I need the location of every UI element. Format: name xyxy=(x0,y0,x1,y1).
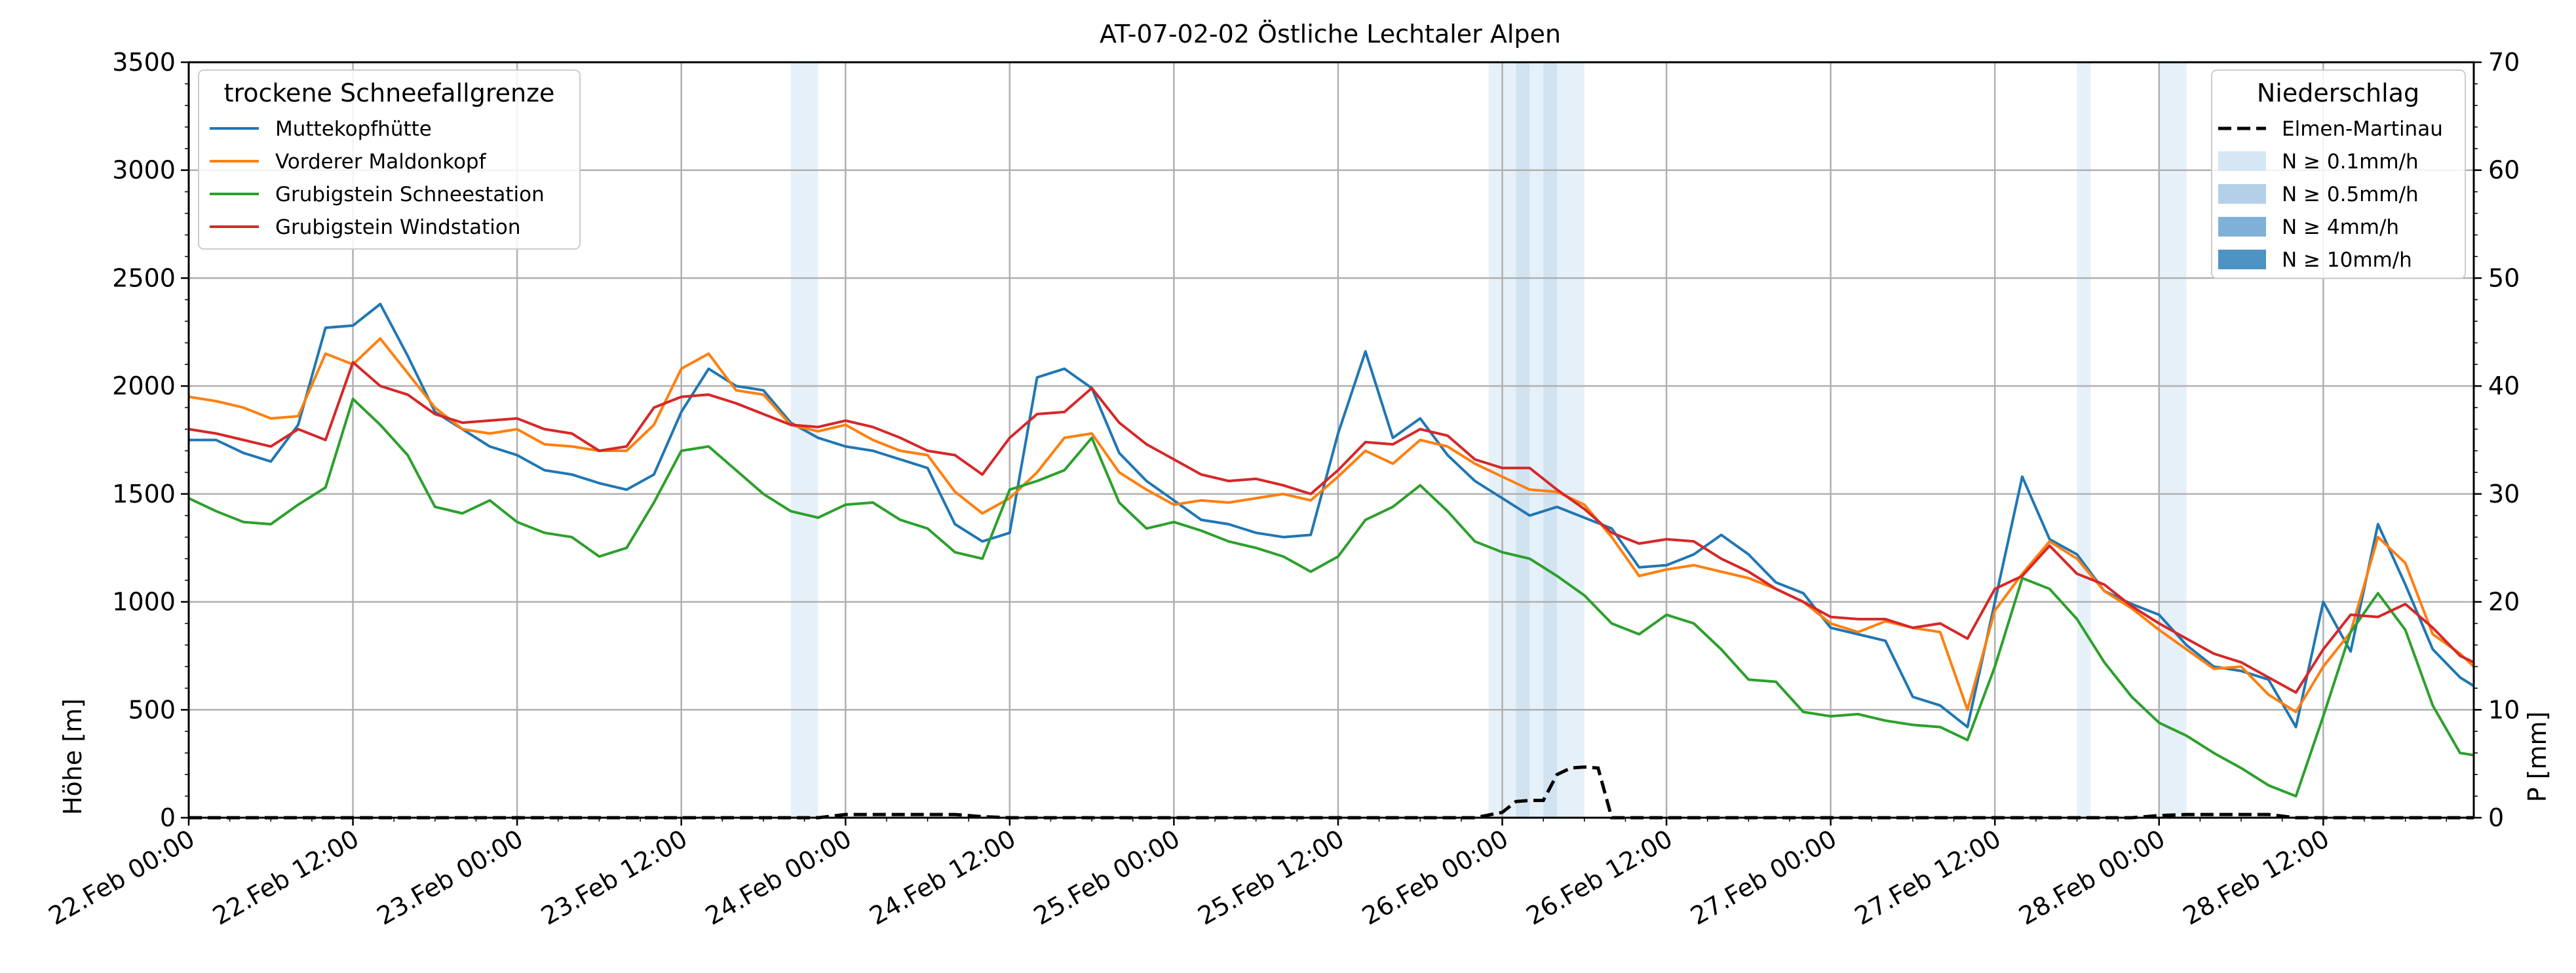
x-tick-label: 26.Feb 12:00 xyxy=(1522,824,1678,931)
precip-band xyxy=(1529,62,1544,818)
legend-right-box xyxy=(2211,69,2466,279)
y-tick-label: 1000 xyxy=(112,588,176,617)
y-right-tick-label: 40 xyxy=(2488,372,2520,400)
series-line xyxy=(188,360,2474,694)
legend-label: N ≥ 0.1mm/h xyxy=(2282,150,2419,174)
y-right-tick-label: 70 xyxy=(2488,48,2520,77)
y-tick-label: 3500 xyxy=(112,48,176,77)
x-tick-label: 23.Feb 00:00 xyxy=(372,824,528,931)
precip-band xyxy=(2159,62,2187,818)
x-tick-label: 26.Feb 00:00 xyxy=(1357,824,1513,931)
legend-left: trockene Schneefallgrenze Muttekopfhütte V… xyxy=(198,69,581,250)
legend-left-title: trockene Schneefallgrenze xyxy=(224,79,555,107)
y-right-tick-label: 30 xyxy=(2488,480,2520,508)
y-right-tick-label: 0 xyxy=(2488,803,2504,832)
y-tick-label: 0 xyxy=(160,803,176,832)
precip-band xyxy=(2077,62,2091,818)
legend-label: N ≥ 4mm/h xyxy=(2282,216,2399,239)
chart-title: AT-07-02-02 Östliche Lechtaler Alpen xyxy=(1100,20,1561,48)
series-line xyxy=(188,337,2475,714)
x-tick-label: 27.Feb 00:00 xyxy=(1685,824,1841,931)
x-tick-label: 25.Feb 12:00 xyxy=(1193,824,1349,931)
legend-swatch xyxy=(2218,151,2266,171)
series-line xyxy=(188,397,2474,798)
y-tick-label: 500 xyxy=(128,695,176,724)
x-tick-label: 25.Feb 00:00 xyxy=(1029,824,1185,931)
legend-swatch xyxy=(2218,184,2266,204)
precip-band xyxy=(1543,62,1558,818)
y-right-tick-label: 50 xyxy=(2488,263,2520,292)
legend-label: N ≥ 0.5mm/h xyxy=(2282,183,2419,206)
legend-label: Muttekopfhütte xyxy=(275,117,432,141)
y-tick-label: 2500 xyxy=(112,263,176,292)
y-right-tick-label: 10 xyxy=(2488,695,2520,724)
x-tick-label: 24.Feb 12:00 xyxy=(864,824,1020,931)
x-tick-label: 28.Feb 12:00 xyxy=(2178,824,2334,931)
x-tick-label: 24.Feb 00:00 xyxy=(701,824,856,931)
y-tick-label: 1500 xyxy=(112,480,176,508)
precipitation-line xyxy=(189,765,2474,820)
precip-band xyxy=(790,62,818,818)
y-axis-label: Höhe [m] xyxy=(58,698,87,815)
legend-label: Grubigstein Schneestation xyxy=(275,183,545,206)
plot-frame xyxy=(187,61,2475,819)
legend-left-box xyxy=(198,69,581,250)
x-tick-label: 22.Feb 00:00 xyxy=(44,824,200,931)
legend-right-title: Niederschlag xyxy=(2257,79,2419,107)
y-tick-label: 2000 xyxy=(112,372,176,400)
y-tick-label: 3000 xyxy=(112,156,176,185)
y-right-tick-label: 20 xyxy=(2488,588,2520,617)
x-tick-label: 27.Feb 12:00 xyxy=(1850,824,2006,931)
x-tick-label: 28.Feb 00:00 xyxy=(2014,824,2170,931)
y-right-tick-label: 60 xyxy=(2488,156,2520,185)
legend-label: N ≥ 10mm/h xyxy=(2282,248,2412,272)
legend-label: Elmen-Martinau xyxy=(2282,117,2443,141)
precip-band xyxy=(1516,62,1530,818)
y-axis-right-label: P [mm] xyxy=(2523,712,2552,803)
x-tick-label: 22.Feb 12:00 xyxy=(208,824,364,931)
legend-label: Grubigstein Windstation xyxy=(275,216,520,239)
x-tick-label: 23.Feb 12:00 xyxy=(536,824,692,931)
legend-swatch xyxy=(2218,250,2266,269)
series-line xyxy=(189,303,2475,729)
legend-swatch xyxy=(2218,217,2266,237)
legend-right: Niederschlag Elmen-Martinau N ≥ 0.1mm/h N ≥… xyxy=(2211,69,2466,279)
legend-label: Vorderer Maldonkopf xyxy=(275,150,487,174)
precip-band xyxy=(1557,62,1585,818)
